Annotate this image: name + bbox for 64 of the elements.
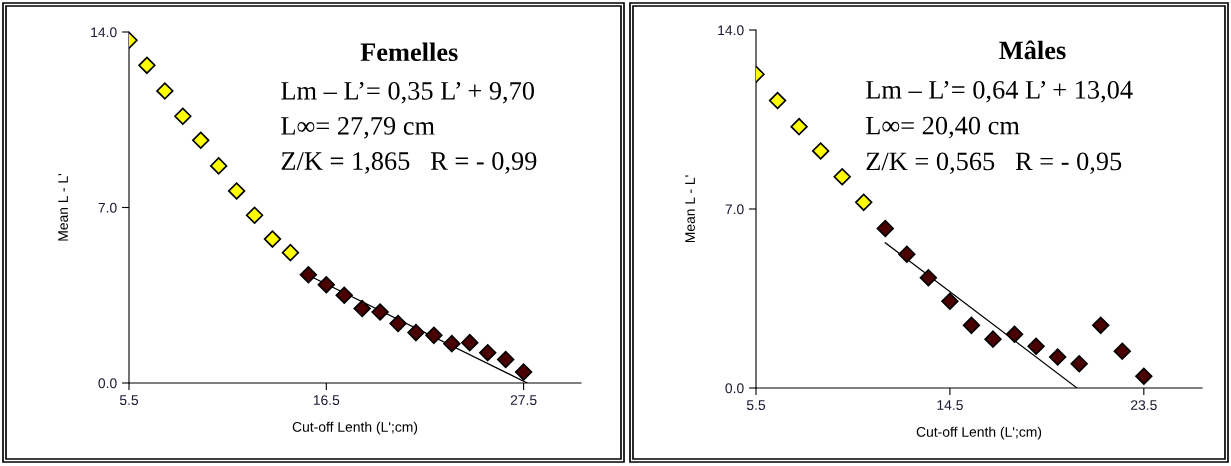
point [984, 330, 1002, 348]
point [1092, 316, 1110, 335]
annotation: L∞= 27,79 cm [281, 117, 435, 139]
x-tick-label: 5.5 [119, 395, 139, 406]
x-tick-label: 16.5 [313, 395, 340, 406]
point [1048, 348, 1067, 366]
point [876, 219, 894, 238]
point [461, 333, 479, 352]
point [281, 243, 300, 262]
annotation: Z/K = 1,865 R = - 0,99 [281, 152, 537, 174]
point [811, 142, 830, 160]
point [425, 326, 443, 345]
point [192, 131, 210, 150]
y-tick-label: 7.0 [98, 202, 117, 213]
point [941, 292, 959, 311]
y-tick-label: 0.0 [725, 383, 744, 394]
x-tick-label: 5.5 [746, 400, 766, 411]
y-tick-label: 0.0 [98, 378, 117, 389]
chart-title: Mâles [999, 40, 1066, 60]
point [1113, 342, 1131, 360]
annotation: L∞= 20,40 cm [866, 116, 1020, 139]
point [245, 206, 264, 224]
y-tick-label: 14.0 [718, 25, 744, 36]
point [1005, 325, 1024, 343]
point [263, 230, 282, 248]
y-axis-title: Mean L - L' [58, 173, 68, 241]
annotation: Z/K = 0,565 R = - 0,95 [866, 152, 1122, 175]
point [353, 299, 371, 318]
point [156, 82, 174, 100]
annotation: Lm – L’= 0,64 L’ + 13,04 [866, 80, 1133, 103]
point [855, 193, 873, 212]
point [919, 269, 938, 287]
point [443, 334, 461, 353]
point [479, 343, 497, 362]
y-tick-label: 7.0 [725, 204, 744, 215]
point [1070, 355, 1088, 373]
point [833, 168, 851, 186]
point [299, 265, 318, 284]
x-axis-title: Cut-off Lenth (L';cm) [292, 421, 418, 435]
annotation: Lm – L’= 0,35 L’ + 9,70 [281, 81, 535, 104]
point [371, 303, 389, 321]
point [1027, 337, 1045, 356]
point [496, 350, 515, 369]
x-axis-title: Cut-off Lenth (L';cm) [916, 426, 1042, 440]
point [407, 323, 425, 342]
point [317, 276, 335, 294]
y-tick-label: 14.0 [91, 27, 117, 38]
point [1135, 367, 1153, 385]
x-tick-label: 27.5 [510, 395, 537, 406]
point [962, 316, 981, 335]
point [138, 56, 156, 75]
point [790, 117, 808, 136]
point [768, 91, 787, 110]
point [335, 286, 353, 304]
point [389, 314, 407, 333]
point [209, 157, 228, 175]
x-tick-label: 23.5 [1131, 400, 1157, 411]
point [898, 245, 916, 263]
point [514, 363, 533, 381]
point [227, 182, 246, 200]
x-tick-label: 14.5 [937, 400, 963, 411]
chart-title: Femelles [360, 42, 458, 62]
y-axis-title: Mean L - L' [685, 175, 695, 243]
point [174, 107, 192, 125]
